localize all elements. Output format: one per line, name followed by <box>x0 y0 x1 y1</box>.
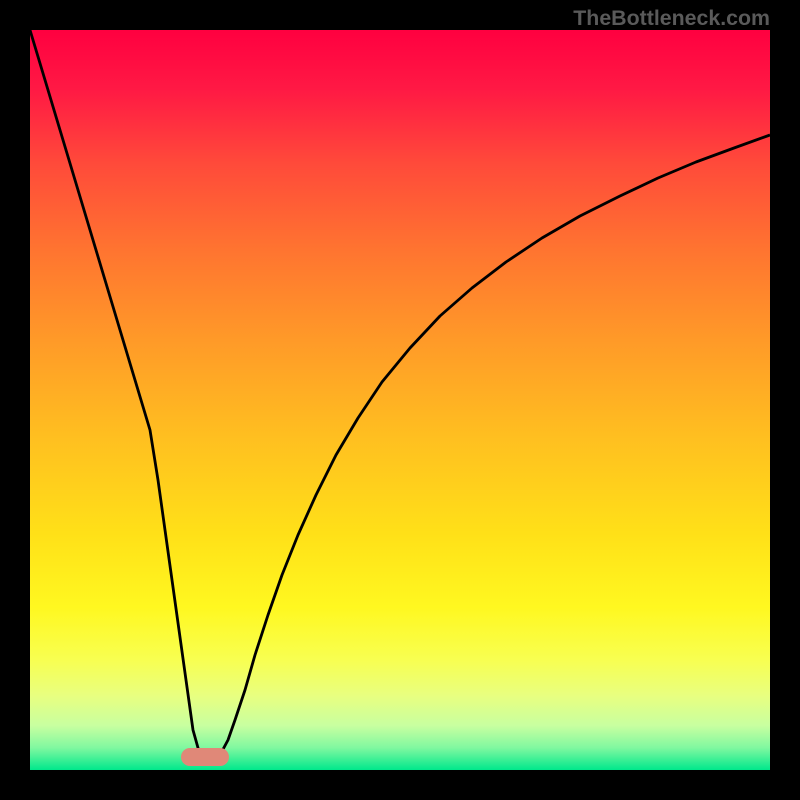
bottleneck-curve <box>0 0 800 800</box>
watermark-text: TheBottleneck.com <box>573 6 770 31</box>
optimal-point-marker <box>181 748 229 766</box>
frame-border-bottom <box>0 770 800 800</box>
chart-container: { "chart": { "type": "line", "width_px":… <box>0 0 800 800</box>
frame-border-left <box>0 0 30 800</box>
curve-line <box>30 30 770 758</box>
frame-border-right <box>770 0 800 800</box>
